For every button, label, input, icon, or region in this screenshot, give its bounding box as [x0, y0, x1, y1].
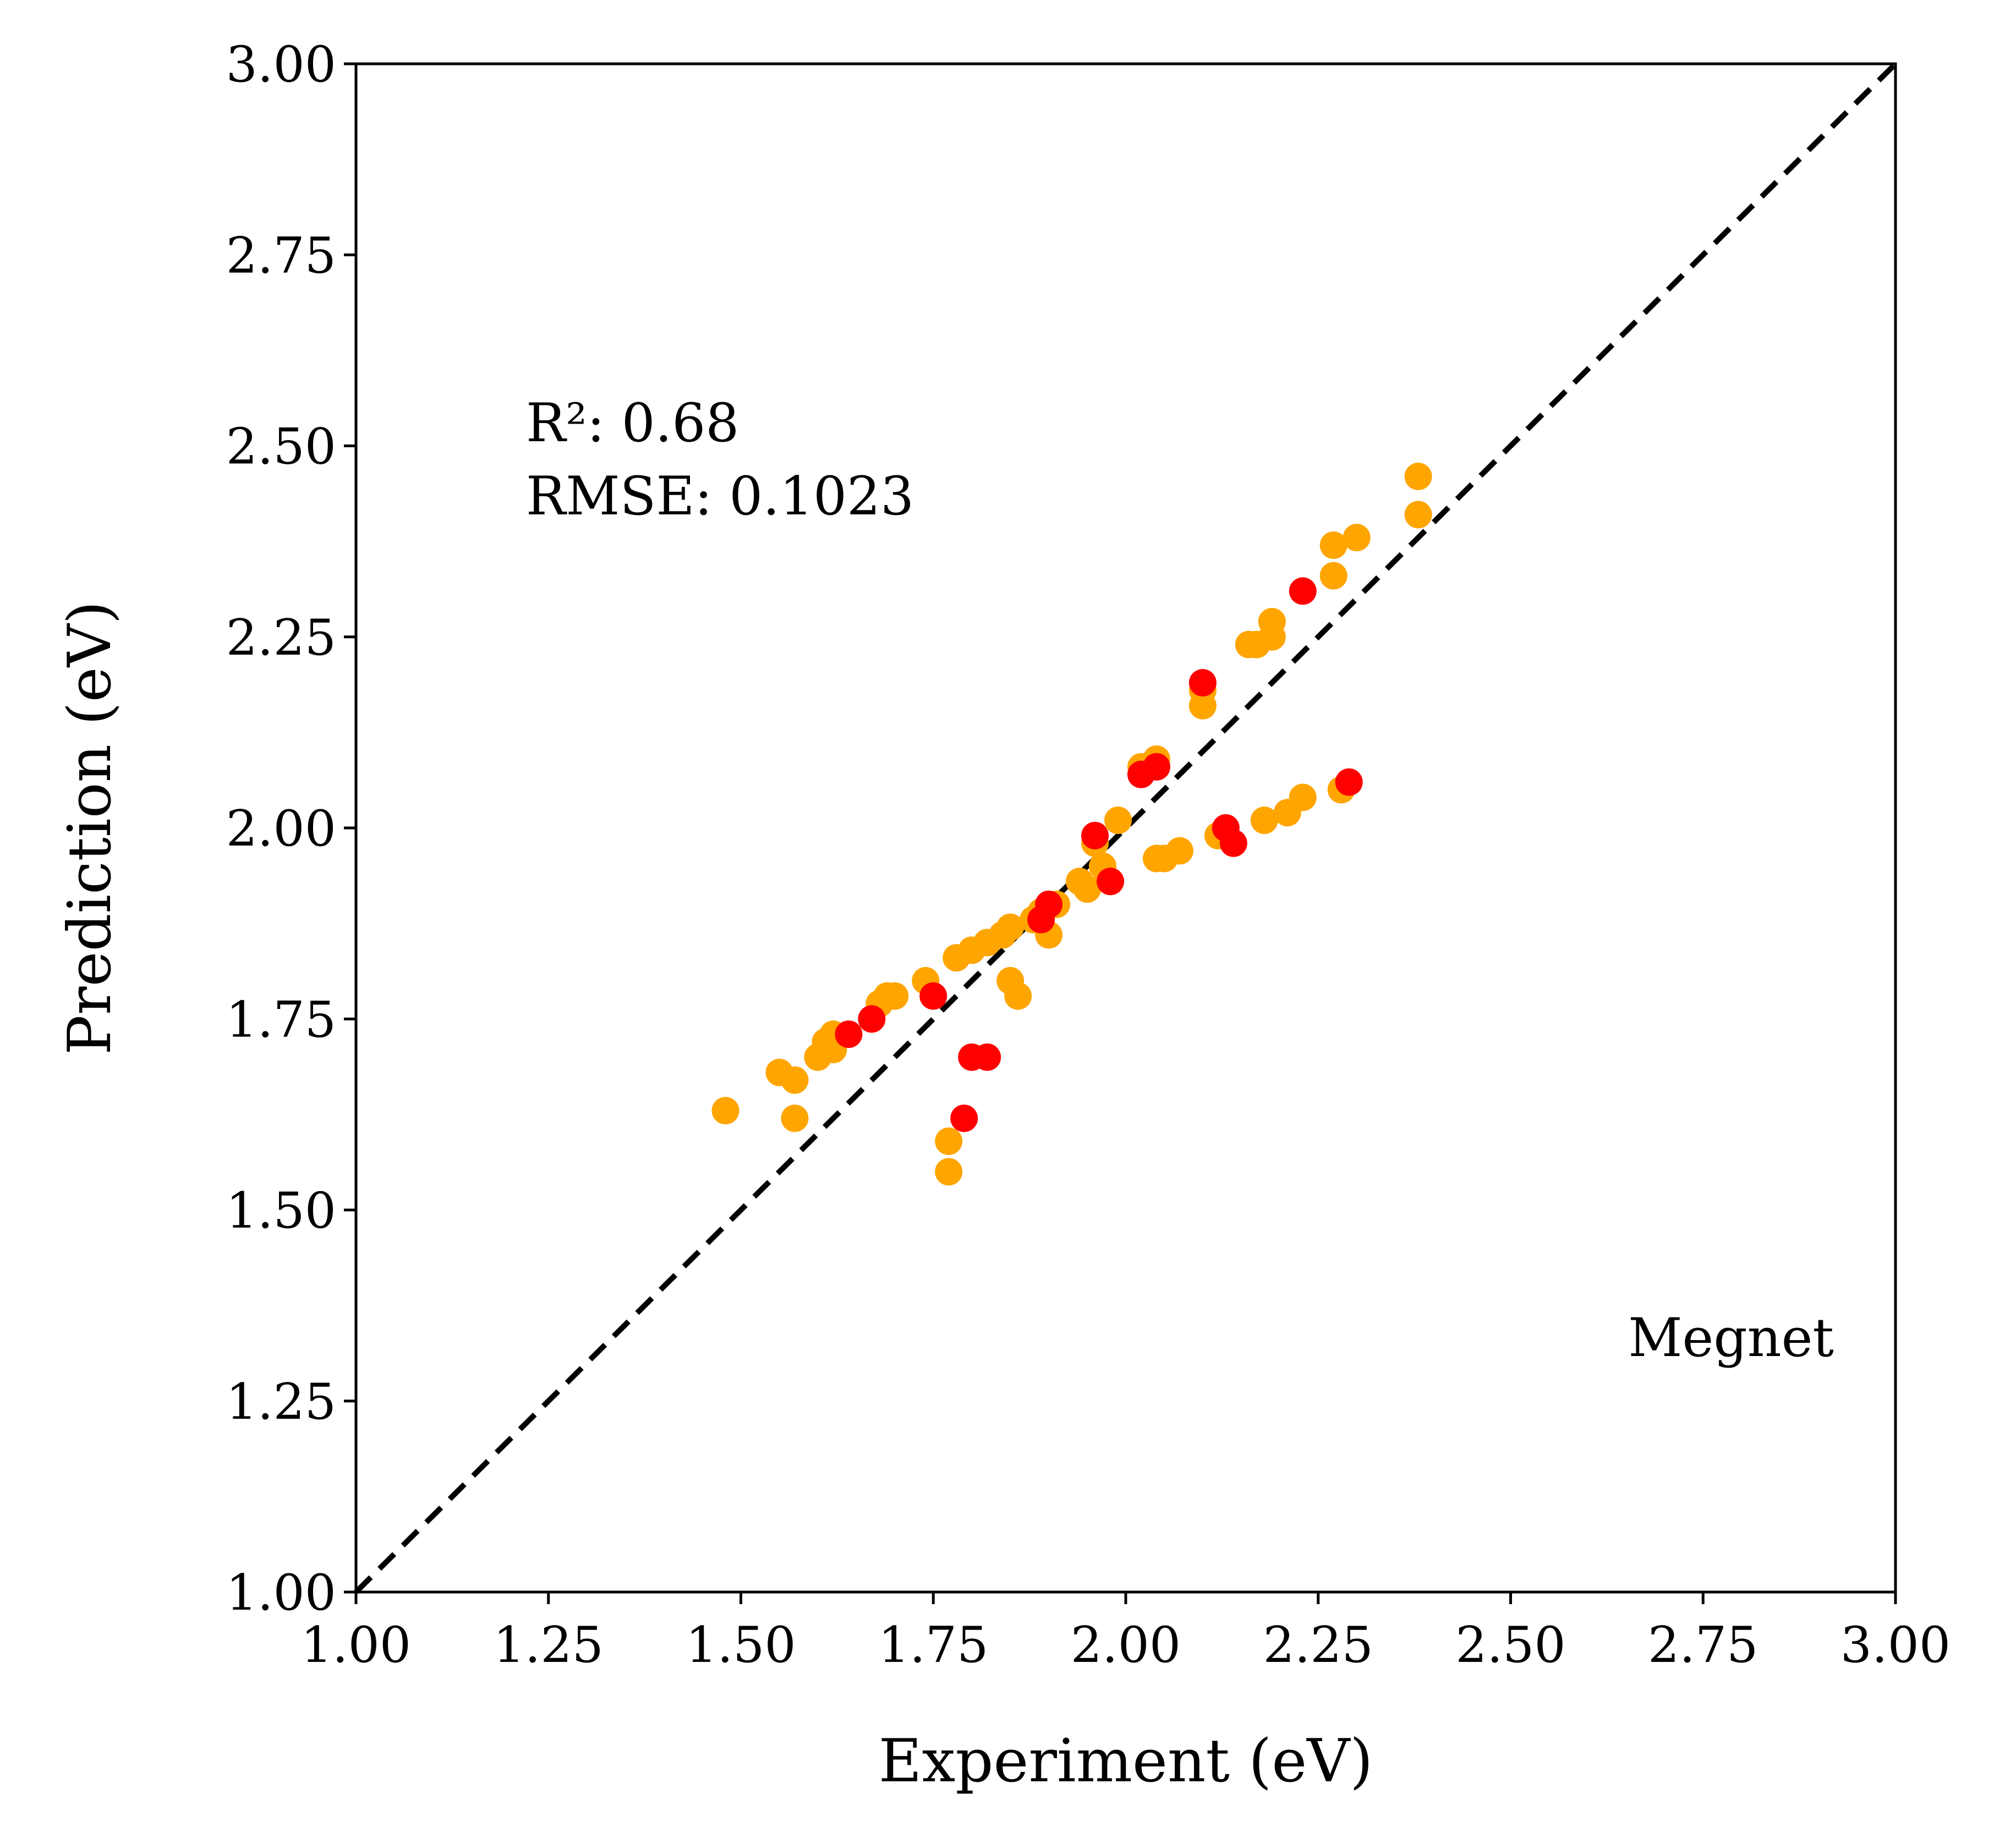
y-tick-label: 1.25	[226, 1373, 336, 1431]
data-point	[781, 1104, 809, 1132]
data-point	[1104, 806, 1132, 835]
data-point	[1188, 669, 1217, 697]
x-tick-label: 2.25	[1263, 1616, 1373, 1674]
data-point	[711, 1096, 739, 1124]
data-point	[858, 1005, 886, 1033]
x-axis-ticks: 1.00 1.25 1.50 1.75 2.00 2.25 2.50 2.75 3.00	[301, 1592, 1951, 1674]
model-name-annotation: Megnet	[1628, 1307, 1834, 1369]
data-point	[935, 1127, 963, 1155]
y-axis-title: Prediction (eV)	[56, 601, 124, 1055]
data-point	[1142, 753, 1170, 781]
data-point	[1343, 524, 1371, 552]
data-point	[1289, 783, 1317, 811]
data-point	[1404, 463, 1432, 491]
data-point	[1219, 829, 1247, 857]
y-tick-label: 1.75	[226, 991, 336, 1049]
y-tick-label: 1.50	[226, 1182, 336, 1240]
y-tick-label: 2.50	[226, 418, 336, 476]
rmse-annotation: RMSE: 0.1023	[526, 465, 914, 527]
data-point	[1081, 821, 1109, 849]
x-tick-label: 1.25	[494, 1616, 604, 1674]
data-point	[919, 982, 947, 1010]
data-point	[950, 1104, 978, 1132]
x-tick-label: 1.00	[301, 1616, 411, 1674]
y-tick-label: 1.00	[226, 1564, 336, 1622]
data-point	[1165, 837, 1193, 865]
data-point	[1073, 875, 1102, 903]
data-point	[1258, 623, 1286, 651]
y-tick-label: 2.25	[226, 609, 336, 667]
x-tick-label: 3.00	[1840, 1616, 1951, 1674]
data-point	[1289, 577, 1317, 605]
x-tick-label: 2.75	[1648, 1616, 1758, 1674]
data-point	[1319, 531, 1347, 559]
y-tick-label: 2.75	[226, 227, 336, 284]
y-axis-ticks: 1.00 1.25 1.50 1.75 2.00 2.25 2.50 2.75 3.00	[226, 36, 356, 1622]
x-tick-label: 1.50	[686, 1616, 796, 1674]
x-tick-label: 2.50	[1455, 1616, 1565, 1674]
data-point	[835, 1020, 863, 1049]
data-point	[1188, 692, 1217, 720]
data-point	[1250, 806, 1278, 835]
data-point	[1319, 562, 1347, 590]
data-point	[973, 1043, 1001, 1071]
x-axis-title: Experiment (eV)	[879, 1727, 1373, 1796]
data-points-layer	[711, 463, 1432, 1186]
data-point	[881, 982, 909, 1010]
data-point	[1335, 768, 1363, 796]
data-point	[1004, 982, 1032, 1010]
data-point	[996, 913, 1025, 941]
y-tick-label: 2.00	[226, 800, 336, 858]
y-tick-label: 3.00	[226, 36, 336, 94]
data-point	[935, 1158, 963, 1186]
x-tick-label: 1.75	[878, 1616, 988, 1674]
series-1	[835, 577, 1363, 1132]
data-point	[1404, 501, 1432, 529]
data-point	[1097, 868, 1125, 896]
r2-annotation: R²: 0.68	[526, 392, 739, 454]
data-point	[1035, 890, 1063, 918]
x-tick-label: 2.00	[1071, 1616, 1181, 1674]
data-point	[781, 1066, 809, 1094]
